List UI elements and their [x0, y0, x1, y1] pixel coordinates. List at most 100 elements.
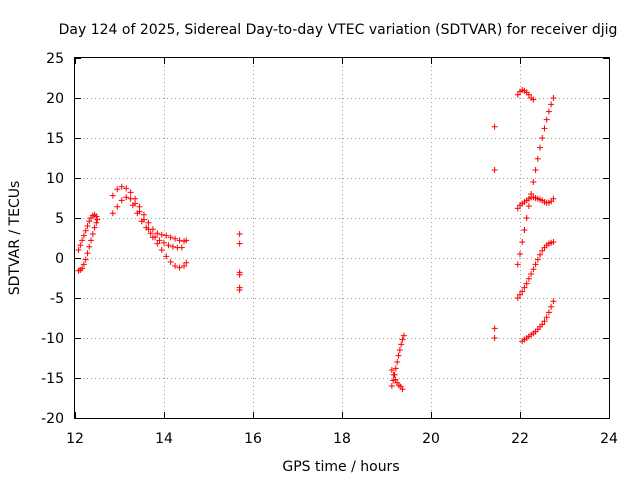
data-point: [127, 189, 134, 196]
data-point: [514, 205, 521, 212]
series-arc-a: [75, 211, 101, 253]
data-point: [236, 231, 243, 237]
data-point: [114, 203, 121, 210]
data-point: [514, 91, 521, 98]
data-point: [118, 197, 125, 204]
data-point: [88, 237, 95, 244]
data-point: [109, 192, 116, 199]
data-point: [158, 231, 165, 238]
data-point: [143, 224, 150, 231]
data-point: [539, 247, 546, 254]
data-point: [519, 288, 526, 295]
data-point: [176, 264, 183, 271]
data-point: [93, 219, 100, 226]
data-point: [236, 271, 243, 278]
y-tick-label: 15: [46, 131, 64, 147]
data-point: [543, 314, 550, 321]
data-point: [158, 247, 165, 253]
data-point: [167, 234, 174, 241]
data-point: [86, 243, 93, 250]
data-point: [548, 101, 555, 108]
data-point: [491, 167, 498, 173]
data-point: [543, 116, 550, 123]
y-tick-labels: -20 -15 -10 -5 0 5 10 15 20 25: [41, 51, 64, 427]
data-point: [534, 256, 541, 263]
y-tick-label: -5: [50, 291, 64, 307]
data-point: [514, 261, 521, 268]
grid-lines: [75, 58, 609, 418]
data-point: [86, 218, 93, 225]
x-tick-label: 18: [333, 431, 351, 447]
data-point: [183, 259, 190, 266]
data-point: [541, 125, 548, 132]
data-point: [388, 367, 395, 373]
series-arc-g: [388, 332, 407, 389]
data-point: [521, 227, 528, 233]
data-point: [163, 253, 170, 260]
data-point: [395, 352, 402, 359]
data-point: [118, 183, 125, 190]
data-point: [114, 186, 121, 193]
series-pts-f: [236, 231, 243, 293]
data-point: [154, 230, 161, 237]
data-point: [91, 224, 98, 231]
data-point: [519, 239, 526, 245]
data-point: [525, 275, 532, 282]
y-tick-label: 10: [46, 171, 64, 187]
y-tick-label: 25: [46, 51, 64, 67]
data-point: [93, 213, 100, 220]
data-point: [80, 261, 87, 268]
data-point: [172, 235, 179, 242]
x-axis-label: GPS time / hours: [282, 459, 399, 475]
data-point: [400, 332, 407, 339]
data-point: [154, 240, 161, 247]
data-point: [80, 232, 87, 239]
data-point: [79, 265, 86, 272]
data-point: [123, 194, 130, 201]
data-point: [167, 259, 174, 265]
data-point: [539, 135, 546, 141]
data-point: [392, 365, 399, 372]
series-arc-m: [514, 239, 557, 301]
series-arc-l: [514, 95, 557, 268]
data-point: [525, 91, 532, 98]
data-point: [84, 223, 91, 229]
data-points: [75, 87, 557, 393]
series-arc-c: [109, 183, 190, 245]
data-point: [94, 216, 101, 223]
chart-title: Day 124 of 2025, Sidereal Day-to-day VTE…: [59, 22, 618, 38]
data-point: [138, 218, 145, 225]
data-point: [528, 191, 535, 197]
data-point: [517, 291, 523, 298]
y-axis-label: SDTVAR / TECUs: [7, 181, 23, 296]
data-point: [399, 386, 406, 393]
data-point: [525, 203, 532, 209]
data-point: [532, 167, 539, 173]
data-point: [550, 95, 557, 101]
data-point: [537, 144, 544, 151]
data-point: [545, 108, 552, 115]
data-point: [399, 336, 406, 343]
data-point: [521, 284, 528, 291]
data-point: [548, 303, 555, 310]
y-tick-label: -10: [41, 331, 64, 347]
data-point: [537, 251, 544, 258]
data-point: [84, 250, 91, 257]
data-point: [491, 325, 498, 332]
data-point: [388, 383, 395, 389]
plot-frame: [74, 57, 610, 419]
y-tick-label: 20: [46, 91, 64, 107]
data-point: [517, 251, 523, 257]
data-point: [545, 309, 552, 316]
data-point: [147, 230, 154, 237]
data-point: [129, 202, 136, 209]
series-arc-j: [514, 87, 537, 103]
data-point: [109, 210, 116, 217]
data-point: [169, 243, 176, 250]
data-point: [539, 321, 546, 328]
data-point: [541, 318, 548, 325]
data-point: [156, 237, 163, 244]
data-point: [523, 280, 530, 287]
series-arc-h: [388, 367, 406, 393]
